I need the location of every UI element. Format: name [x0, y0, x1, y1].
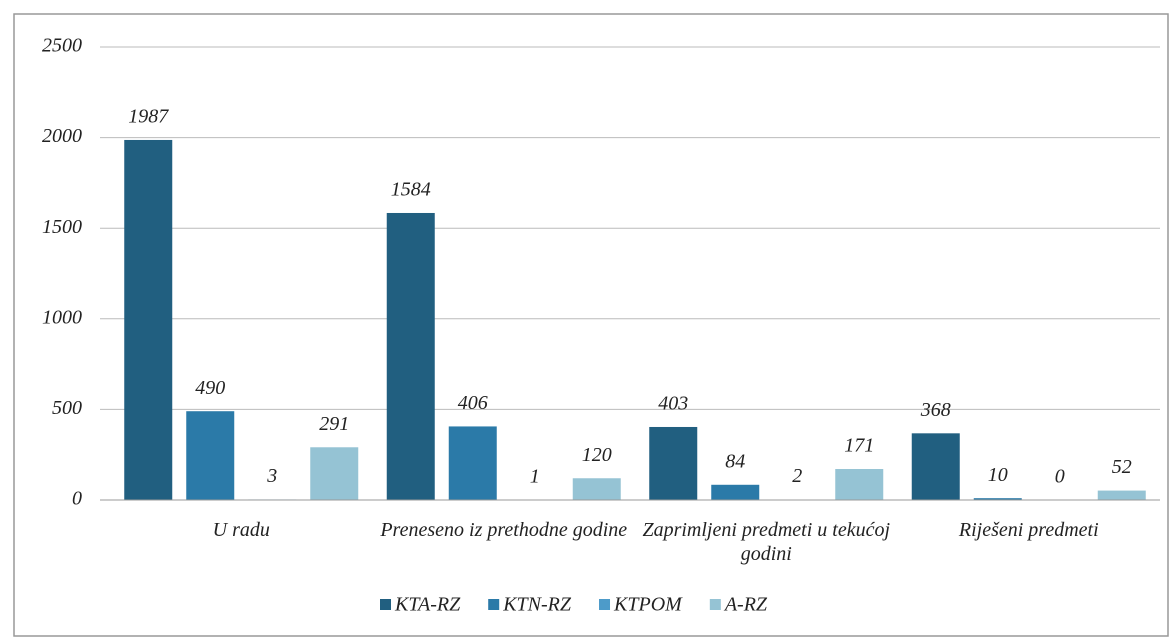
data-label: 10 [988, 464, 1008, 486]
x-tick-label: U radu [212, 519, 270, 541]
data-label: 0 [1055, 466, 1065, 488]
y-tick-label: 1000 [42, 306, 82, 328]
bar [448, 426, 497, 500]
legend-swatch [488, 599, 500, 610]
y-tick-label: 2500 [42, 35, 82, 57]
bar [124, 139, 173, 500]
data-label: 120 [582, 444, 612, 466]
data-label: 2 [792, 465, 802, 487]
bar [572, 478, 621, 500]
legend-label: KTN-RZ [502, 594, 572, 616]
bar [835, 469, 884, 500]
chart-frame [13, 13, 1169, 637]
data-label: 291 [319, 413, 349, 435]
x-tick-label: Preneseno iz prethodne godine [380, 519, 628, 541]
data-label: 1987 [128, 106, 169, 128]
data-label: 84 [725, 450, 745, 472]
bar [973, 498, 1022, 500]
legend-label: KTA-RZ [394, 594, 461, 616]
legend-label: KTPOM [613, 594, 683, 616]
data-label: 3 [266, 465, 277, 487]
y-tick-label: 0 [72, 488, 82, 510]
y-tick-label: 2000 [42, 125, 82, 147]
legend-swatch [709, 599, 721, 610]
data-label: 368 [920, 399, 951, 421]
y-tick-label: 500 [52, 397, 82, 419]
bar [911, 433, 960, 500]
y-tick-label: 1500 [42, 216, 82, 238]
data-label: 171 [844, 435, 874, 457]
data-label: 1584 [391, 179, 431, 201]
bar [310, 447, 359, 500]
x-tick-label: Zaprimljeni predmeti u tekućoj godini [642, 519, 891, 565]
data-label: 490 [195, 377, 225, 399]
legend-swatch [599, 599, 611, 610]
bar [649, 426, 698, 500]
legend-label: A-RZ [723, 594, 768, 616]
data-label: 52 [1112, 456, 1132, 478]
legend-swatch [380, 599, 391, 610]
data-label: 403 [658, 393, 688, 415]
bar [186, 411, 235, 500]
bar [386, 212, 435, 501]
data-label: 1 [530, 465, 540, 487]
data-label: 406 [458, 392, 488, 414]
x-tick-label: Riješeni predmeti [958, 519, 1099, 541]
bar [1097, 490, 1146, 500]
bar [711, 484, 760, 500]
